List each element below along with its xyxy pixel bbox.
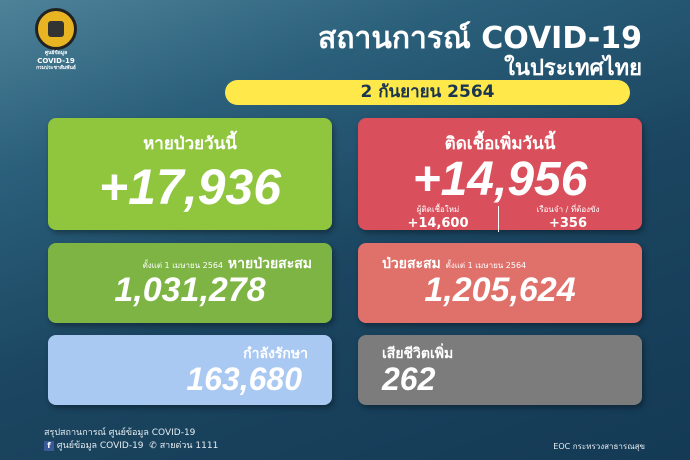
new-local-label: ผู้ติดเชื้อใหม่	[416, 205, 460, 214]
date-banner: 2 กันยายน 2564	[225, 80, 630, 105]
deaths-card: เสียชีวิตเพิ่ม 262	[358, 335, 642, 405]
header: สถานการณ์ COVID-19 ในประเทศไทย	[318, 22, 642, 82]
new-local-value: +14,600	[407, 216, 469, 231]
logo-line2: COVID-19	[37, 57, 75, 65]
page-subtitle: ในประเทศไทย	[504, 56, 642, 81]
prison-value: +356	[548, 216, 588, 231]
new-cases-card: ติดเชื้อเพิ่มวันนี้ +14,956 ผู้ติดเชื้อใ…	[358, 118, 642, 232]
facebook-icon: f	[44, 440, 54, 451]
footer-source: EOC กระทรวงสาธารณสุข	[553, 442, 645, 451]
card-label: ป่วยสะสม	[382, 256, 441, 272]
recovered-today-card: หายป่วยวันนี้ +17,936	[48, 118, 332, 230]
card-value: 1,031,278	[114, 271, 266, 309]
card-label: หายป่วยสะสม	[227, 256, 312, 272]
card-value: 163,680	[186, 361, 302, 397]
page-title: สถานการณ์ COVID-19	[318, 21, 642, 56]
logo-line1: ศูนย์ข้อมูล	[44, 50, 68, 56]
card-label: หายป่วยวันนี้	[143, 134, 237, 154]
card-value: +17,936	[98, 159, 282, 215]
footer-facebook: ศูนย์ข้อมูล COVID-19	[56, 441, 144, 451]
since-label: ตั้งแต่ 1 เมษายน 2564	[142, 261, 224, 270]
footer-hotline: สายด่วน 1111	[159, 441, 219, 451]
card-value: +14,956	[412, 153, 588, 206]
card-value: 262	[382, 361, 436, 397]
cases-total-card: ป่วยสะสม ตั้งแต่ 1 เมษายน 2564 1,205,624	[358, 243, 642, 323]
logo: ศูนย์ข้อมูล COVID-19 กรมประชาสัมพันธ์	[26, 8, 86, 72]
divider	[498, 206, 499, 232]
phone-icon: ✆	[149, 441, 157, 451]
footer-summary: สรุปสถานการณ์ ศูนย์ข้อมูล COVID-19	[44, 428, 196, 438]
seal-icon	[35, 8, 77, 50]
card-label: กำลังรักษา	[243, 346, 308, 362]
card-label: ติดเชื้อเพิ่มวันนี้	[444, 134, 556, 154]
card-value: 1,205,624	[424, 271, 576, 309]
since-label: ตั้งแต่ 1 เมษายน 2564	[445, 261, 527, 270]
prison-label: เรือนจำ / ที่ต้องขัง	[536, 205, 600, 214]
recovered-total-card: ตั้งแต่ 1 เมษายน 2564 หายป่วยสะสม 1,031,…	[48, 243, 332, 323]
logo-line3: กรมประชาสัมพันธ์	[36, 65, 76, 71]
card-label: เสียชีวิตเพิ่ม	[382, 346, 454, 362]
in-treatment-card: กำลังรักษา 163,680	[48, 335, 332, 405]
